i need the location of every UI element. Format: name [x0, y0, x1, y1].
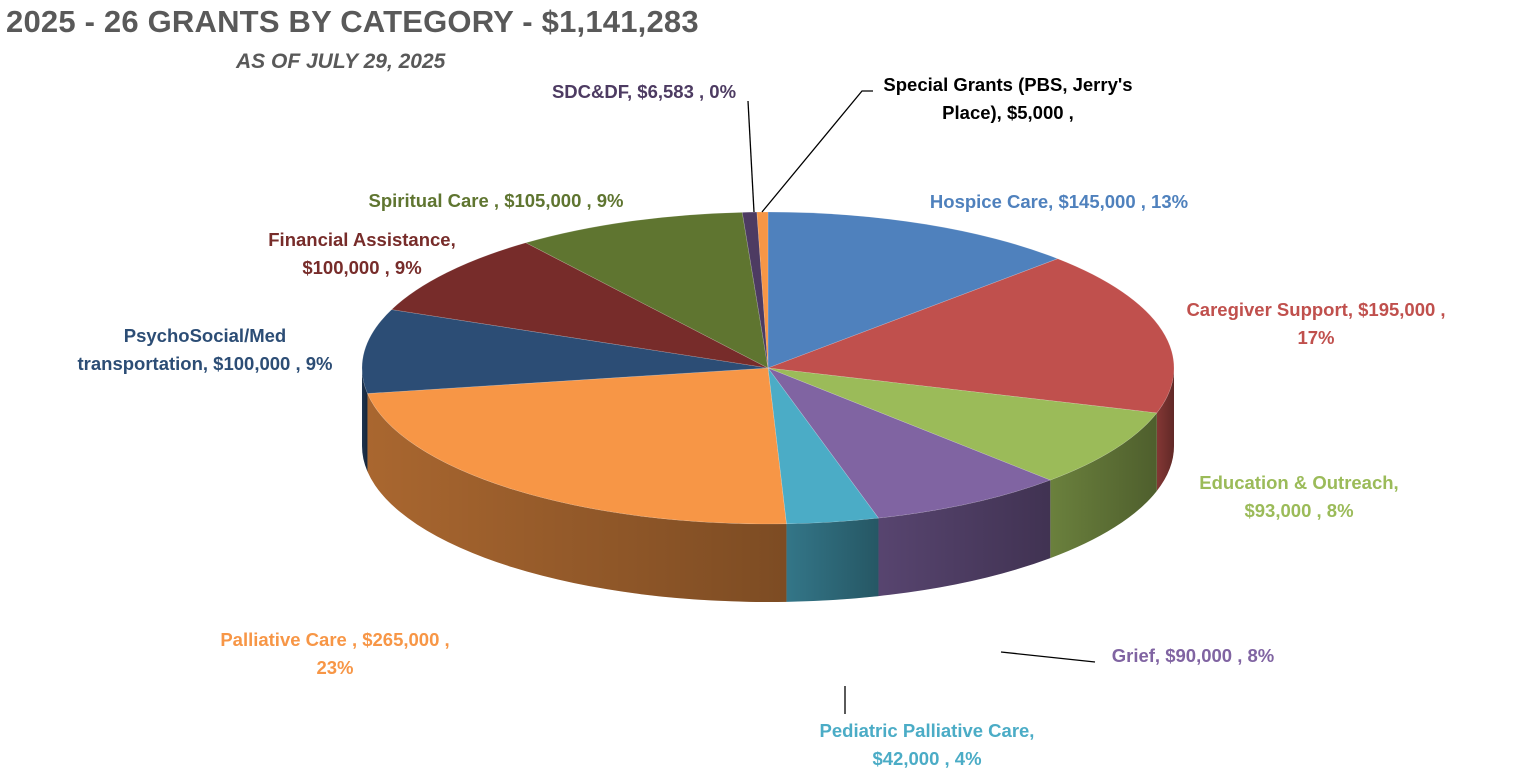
leader-line-grief — [1000, 651, 1096, 663]
slice-label-grief: Grief, $90,000 , 8% — [1112, 645, 1275, 666]
slice-label-sdc-df: SDC&DF, $6,583 , 0% — [552, 81, 736, 102]
slice-label-line: $93,000 , 8% — [1244, 500, 1353, 521]
slice-labels: Hospice Care, $145,000 , 13% Caregiver Su… — [78, 74, 1446, 769]
slice-label-line: SDC&DF, $6,583 , 0% — [552, 81, 736, 102]
slice-label-line: $100,000 , 9% — [302, 257, 421, 278]
slice-label-pediatric-palliative-care: Pediatric Palliative Care, $42,000 , 4% — [820, 720, 1035, 769]
slice-label-line: Place), $5,000 , — [942, 102, 1074, 123]
slice-label-line: Grief, $90,000 , 8% — [1112, 645, 1275, 666]
pie-slice-pediatric-palliative-care — [767, 366, 880, 525]
pie-slices — [361, 211, 1175, 525]
pie-slice-hospice-care — [767, 211, 1059, 369]
slice-label-line: $42,000 , 4% — [872, 748, 981, 769]
pie-slice-psychosocial-med-transportation — [361, 309, 769, 394]
slice-label-palliative-care: Palliative Care , $265,000 , 23% — [220, 629, 449, 678]
slice-label-line: Pediatric Palliative Care, — [820, 720, 1035, 741]
pie-side-shade-psychosocial-med-transportation — [362, 368, 368, 472]
pie-side-shade-education-outreach — [1050, 412, 1157, 559]
pie-slice-education-outreach — [767, 367, 1158, 481]
pie-slice-caregiver-support — [767, 258, 1175, 414]
pie-side-shade-pediatric-palliative-care — [786, 518, 879, 602]
pie-slice-sdc-df — [741, 211, 769, 369]
pie-depth — [362, 368, 1174, 603]
slice-label-psychosocial-med-transportation: PsychoSocial/Med transportation, $100,000… — [78, 325, 333, 374]
pie-slice-financial-assistance — [390, 242, 769, 369]
slice-label-special-grants-pbs-jerry-s-place: Special Grants (PBS, Jerry's Place), $5,0… — [883, 74, 1132, 123]
slice-label-line: Spiritual Care , $105,000 , 9% — [368, 190, 623, 211]
pie-side-shade-grief — [878, 480, 1051, 597]
slice-label-financial-assistance: Financial Assistance, $100,000 , 9% — [268, 229, 455, 278]
slice-label-line: Palliative Care , $265,000 , — [220, 629, 449, 650]
slice-label-line: Caregiver Support, $195,000 , — [1186, 299, 1445, 320]
slice-label-line: transportation, $100,000 , 9% — [78, 353, 333, 374]
slice-label-line: Hospice Care, $145,000 , 13% — [930, 191, 1188, 212]
leader-lines — [747, 90, 1096, 714]
slice-label-line: PsychoSocial/Med — [124, 325, 286, 346]
slice-label-line: Financial Assistance, — [268, 229, 455, 250]
slice-label-spiritual-care: Spiritual Care , $105,000 , 9% — [368, 190, 623, 211]
slice-label-education-outreach: Education & Outreach, $93,000 , 8% — [1199, 472, 1398, 521]
chart-title: 2025 - 26 GRANTS BY CATEGORY - $1,141,28… — [6, 4, 699, 39]
leader-line-sdc-df — [747, 100, 755, 213]
pie-slice-palliative-care — [367, 367, 787, 525]
leader-line-special-grants-pbs-jerry-s-place — [761, 90, 873, 213]
slice-label-line: 23% — [316, 657, 353, 678]
pie-slice-spiritual-care — [525, 212, 769, 369]
slice-label-line: Education & Outreach, — [1199, 472, 1398, 493]
slice-label-line: 17% — [1297, 327, 1334, 348]
pie-side-shade-caregiver-support — [1156, 368, 1174, 491]
slice-label-line: Special Grants (PBS, Jerry's — [883, 74, 1132, 95]
chart-subtitle: AS OF JULY 29, 2025 — [236, 50, 446, 73]
slice-label-caregiver-support: Caregiver Support, $195,000 , 17% — [1186, 299, 1445, 348]
slice-label-hospice-care: Hospice Care, $145,000 , 13% — [930, 191, 1188, 212]
pie-side-shade-palliative-care — [367, 393, 787, 603]
pie-slice-grief — [767, 367, 1052, 519]
